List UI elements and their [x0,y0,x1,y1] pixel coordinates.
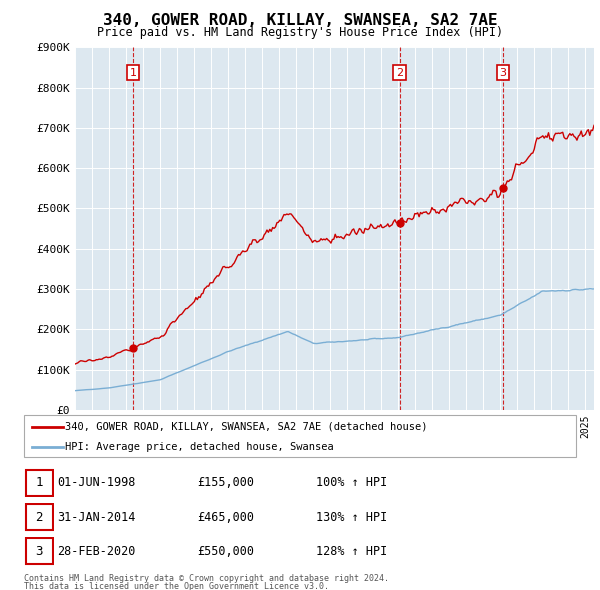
Text: Price paid vs. HM Land Registry's House Price Index (HPI): Price paid vs. HM Land Registry's House … [97,26,503,39]
Text: 3: 3 [35,545,43,558]
Text: 3: 3 [500,68,506,78]
Text: 340, GOWER ROAD, KILLAY, SWANSEA, SA2 7AE: 340, GOWER ROAD, KILLAY, SWANSEA, SA2 7A… [103,13,497,28]
Text: £155,000: £155,000 [197,476,254,489]
Text: 31-JAN-2014: 31-JAN-2014 [57,510,136,523]
Text: Contains HM Land Registry data © Crown copyright and database right 2024.: Contains HM Land Registry data © Crown c… [24,573,389,583]
Text: HPI: Average price, detached house, Swansea: HPI: Average price, detached house, Swan… [65,442,334,451]
Text: This data is licensed under the Open Government Licence v3.0.: This data is licensed under the Open Gov… [24,582,329,590]
Text: 340, GOWER ROAD, KILLAY, SWANSEA, SA2 7AE (detached house): 340, GOWER ROAD, KILLAY, SWANSEA, SA2 7A… [65,422,428,432]
Text: 28-FEB-2020: 28-FEB-2020 [57,545,136,558]
Text: 130% ↑ HPI: 130% ↑ HPI [317,510,388,523]
Text: 2: 2 [396,68,403,78]
Text: 100% ↑ HPI: 100% ↑ HPI [317,476,388,489]
Text: 01-JUN-1998: 01-JUN-1998 [57,476,136,489]
FancyBboxPatch shape [24,415,576,457]
Text: £465,000: £465,000 [197,510,254,523]
FancyBboxPatch shape [25,504,53,530]
Text: 128% ↑ HPI: 128% ↑ HPI [317,545,388,558]
FancyBboxPatch shape [25,470,53,496]
Text: 2: 2 [35,510,43,523]
Text: 1: 1 [130,68,137,78]
Text: £550,000: £550,000 [197,545,254,558]
FancyBboxPatch shape [25,538,53,565]
Text: 1: 1 [35,476,43,489]
